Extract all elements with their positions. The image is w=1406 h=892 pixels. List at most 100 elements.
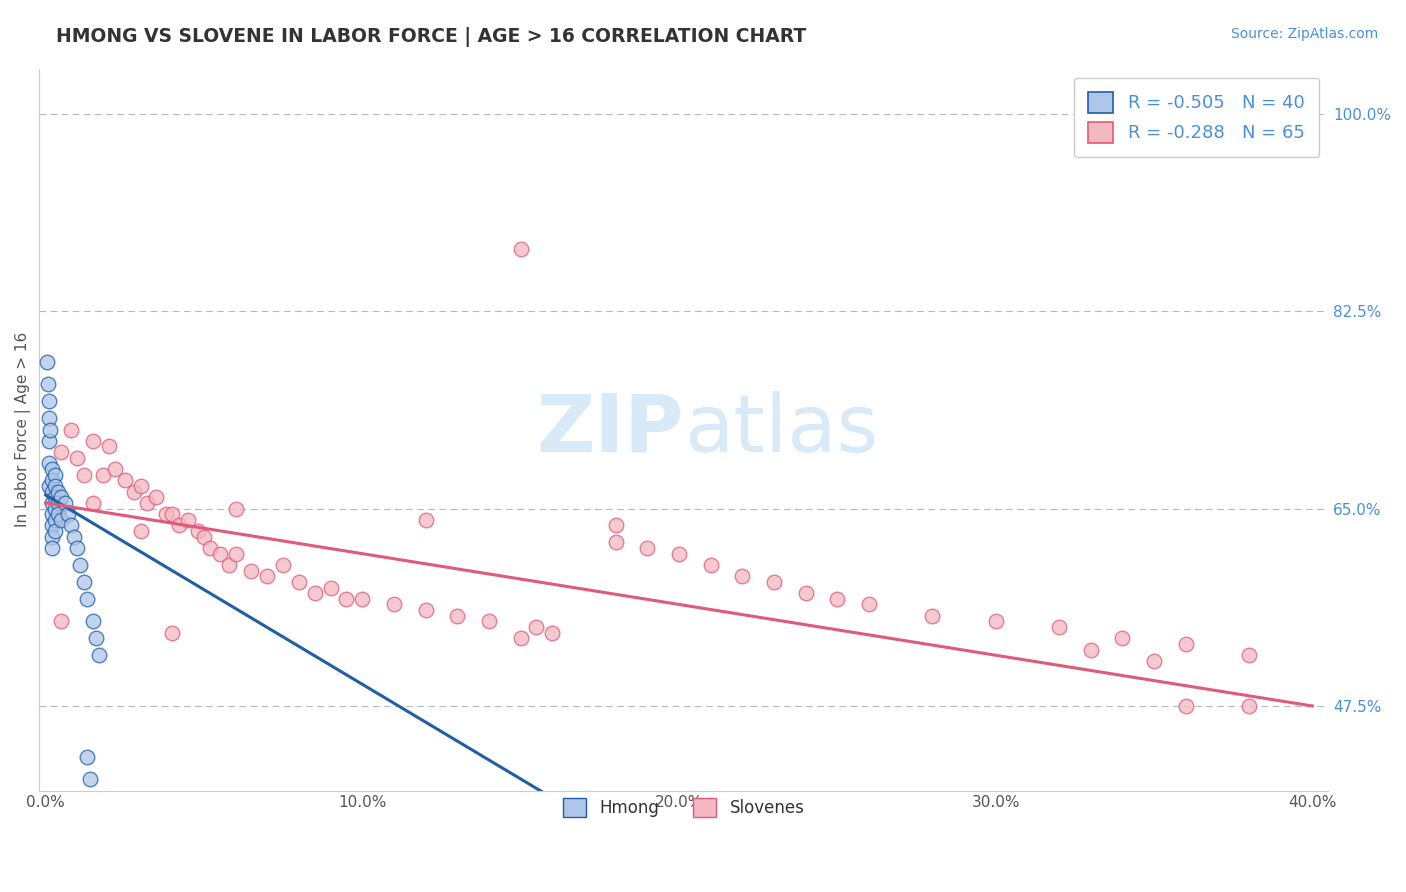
Point xyxy=(124,484,146,499)
Point xyxy=(79,772,101,787)
Point xyxy=(82,434,104,448)
Point xyxy=(921,608,943,623)
Point xyxy=(41,473,63,487)
Text: Source: ZipAtlas.com: Source: ZipAtlas.com xyxy=(1230,27,1378,41)
Point xyxy=(44,524,66,538)
Point xyxy=(415,603,437,617)
Point xyxy=(63,530,86,544)
Point xyxy=(46,484,69,499)
Point xyxy=(827,591,849,606)
Point xyxy=(155,507,177,521)
Point xyxy=(1111,632,1133,646)
Point xyxy=(41,541,63,555)
Point xyxy=(193,530,215,544)
Point xyxy=(59,423,82,437)
Point xyxy=(129,479,152,493)
Point xyxy=(41,530,63,544)
Point xyxy=(38,434,60,448)
Point xyxy=(304,586,326,600)
Point xyxy=(446,608,468,623)
Point xyxy=(605,518,627,533)
Point xyxy=(1080,642,1102,657)
Point xyxy=(51,490,73,504)
Point xyxy=(762,574,785,589)
Point xyxy=(129,524,152,538)
Point xyxy=(66,450,89,465)
Point xyxy=(114,473,136,487)
Point xyxy=(37,355,59,369)
Point xyxy=(605,535,627,549)
Point xyxy=(335,591,357,606)
Point xyxy=(225,501,247,516)
Point xyxy=(509,632,531,646)
Point xyxy=(53,496,76,510)
Point xyxy=(59,518,82,533)
Point xyxy=(1143,654,1166,668)
Point xyxy=(200,541,222,555)
Point xyxy=(731,569,754,583)
Point xyxy=(46,496,69,510)
Point xyxy=(66,541,89,555)
Point xyxy=(56,507,79,521)
Point xyxy=(177,513,200,527)
Point xyxy=(38,394,60,409)
Point xyxy=(46,507,69,521)
Point xyxy=(41,507,63,521)
Point xyxy=(218,558,240,572)
Point xyxy=(541,625,564,640)
Point xyxy=(794,586,817,600)
Point xyxy=(526,620,548,634)
Point xyxy=(699,558,721,572)
Point xyxy=(89,648,111,663)
Point xyxy=(162,507,184,521)
Point xyxy=(1237,698,1260,713)
Point xyxy=(167,518,190,533)
Text: HMONG VS SLOVENE IN LABOR FORCE | AGE > 16 CORRELATION CHART: HMONG VS SLOVENE IN LABOR FORCE | AGE > … xyxy=(56,27,807,46)
Point xyxy=(1047,620,1070,634)
Point xyxy=(145,490,167,504)
Point xyxy=(51,615,73,629)
Point xyxy=(1174,698,1197,713)
Point xyxy=(73,574,96,589)
Point xyxy=(91,467,114,482)
Point xyxy=(668,547,690,561)
Point xyxy=(73,467,96,482)
Point xyxy=(478,615,501,629)
Point xyxy=(51,445,73,459)
Point xyxy=(44,513,66,527)
Point xyxy=(1237,648,1260,663)
Point xyxy=(104,462,127,476)
Point xyxy=(162,625,184,640)
Point xyxy=(636,541,658,555)
Point xyxy=(41,462,63,476)
Point xyxy=(187,524,209,538)
Point xyxy=(858,598,880,612)
Text: ZIP: ZIP xyxy=(537,391,683,468)
Point xyxy=(509,242,531,256)
Point xyxy=(69,558,91,572)
Point xyxy=(37,377,59,392)
Point xyxy=(41,518,63,533)
Point xyxy=(136,496,159,510)
Point xyxy=(382,598,405,612)
Point xyxy=(39,423,62,437)
Point xyxy=(256,569,278,583)
Point xyxy=(44,467,66,482)
Point xyxy=(319,581,342,595)
Y-axis label: In Labor Force | Age > 16: In Labor Force | Age > 16 xyxy=(15,332,31,527)
Point xyxy=(1174,637,1197,651)
Point xyxy=(984,615,1007,629)
Point xyxy=(82,496,104,510)
Point xyxy=(98,440,121,454)
Point xyxy=(76,591,98,606)
Point xyxy=(38,411,60,425)
Point xyxy=(38,479,60,493)
Point xyxy=(51,513,73,527)
Text: atlas: atlas xyxy=(683,391,879,468)
Point xyxy=(44,490,66,504)
Point xyxy=(82,615,104,629)
Point xyxy=(240,564,263,578)
Point xyxy=(38,457,60,471)
Point xyxy=(44,479,66,493)
Point xyxy=(41,484,63,499)
